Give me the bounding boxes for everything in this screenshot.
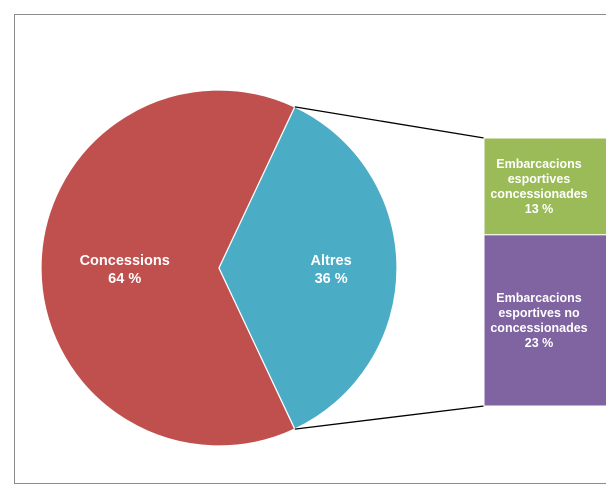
pie-slice-label: Altres 36 %: [311, 253, 352, 287]
breakdown-segment-label: Embarcacions esportives concessionades 13 %: [490, 157, 587, 216]
breakdown-segment-1: [483, 137, 606, 236]
connector-lines: [294, 106, 485, 430]
pie-slice-concessions: [40, 89, 296, 447]
data-labels: Concessions 64 % Altres 36 % Embarcacions esp…: [80, 157, 588, 350]
pie-slice-altres: [218, 106, 398, 430]
pie: [40, 89, 398, 447]
breakdown-segment-label: Embarcacions esportives no concessionades 2…: [490, 291, 587, 350]
pie-slice-label: Concessions 64 %: [80, 253, 170, 287]
breakdown-segment-2: [483, 234, 606, 407]
connector-line-bottom: [294, 405, 485, 430]
connector-line-top: [294, 106, 485, 139]
breakdown-bar: [483, 137, 606, 407]
